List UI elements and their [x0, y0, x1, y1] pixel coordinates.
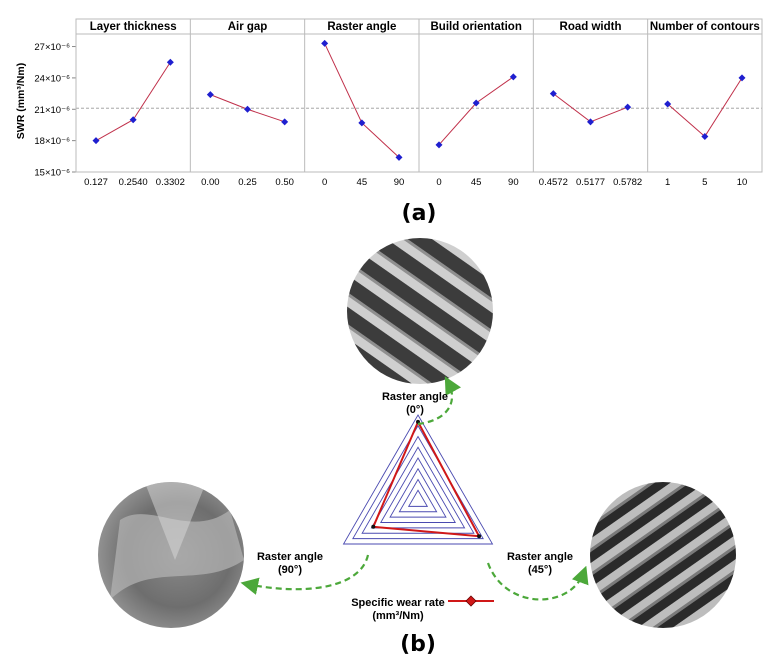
- radar-ring: [342, 414, 494, 545]
- x-tick-label: 0: [322, 177, 327, 188]
- data-point: [129, 116, 137, 124]
- data-point: [509, 73, 517, 81]
- radar-ring: [370, 446, 466, 529]
- series-line: [438, 76, 514, 146]
- x-tick-label: 0.127: [84, 177, 108, 188]
- x-tick-label: 90: [508, 177, 519, 188]
- y-tick-label: 15×10⁻⁶: [34, 168, 70, 179]
- panel-title: Number of contours: [650, 21, 760, 33]
- data-point: [206, 91, 214, 99]
- data-point: [435, 141, 443, 149]
- axis-label-raster-90: Raster angle: [257, 551, 323, 563]
- series-line: [324, 43, 400, 158]
- data-point: [281, 118, 289, 126]
- x-tick-label: 10: [737, 177, 748, 188]
- x-tick-label: 0: [436, 177, 441, 188]
- legend-marker: [465, 595, 477, 607]
- x-tick-label: 45: [471, 177, 482, 188]
- sem-image-raster-45: [590, 482, 736, 628]
- panel-title: Raster angle: [327, 21, 396, 33]
- legend-series-name: Specific wear rate: [351, 597, 445, 609]
- data-point: [244, 105, 251, 113]
- axis-sub-raster-90: (90°): [278, 564, 302, 576]
- arrow-to-raster-0: [417, 376, 462, 426]
- sem-image-raster-90: [98, 482, 244, 628]
- radar-point: [477, 534, 482, 539]
- data-point: [738, 74, 746, 82]
- radar-ring: [352, 424, 484, 540]
- x-tick-label: 0.5782: [613, 177, 642, 188]
- x-tick-label: 0.00: [201, 177, 220, 188]
- x-tick-label: 45: [357, 177, 368, 188]
- data-point: [664, 100, 672, 108]
- x-tick-label: 0.50: [275, 177, 294, 188]
- panel-a-main-effects-plot: SWR (mm³/Nm) 15×10⁻⁶ 18×10⁻⁶ 21×10⁻⁶ 24×10⁻…: [15, 18, 763, 226]
- y-tick-label: 27×10⁻⁶: [34, 42, 70, 53]
- x-tick-label: 1: [665, 177, 670, 188]
- data-point: [472, 99, 480, 107]
- radar-point: [371, 524, 376, 529]
- x-tick-label: 0.5177: [576, 177, 605, 188]
- data-point: [587, 118, 594, 126]
- panel-title: Air gap: [228, 21, 268, 33]
- y-axis-label: SWR (mm³/Nm): [15, 63, 27, 139]
- x-tick-label: 0.2540: [119, 177, 148, 188]
- y-tick-labels: 15×10⁻⁶ 18×10⁻⁶ 21×10⁻⁶ 24×10⁻⁶ 27×10⁻⁶: [34, 42, 76, 179]
- data-point: [166, 58, 174, 66]
- data-point: [624, 103, 632, 111]
- radar-chart: [342, 414, 494, 545]
- series-line: [95, 61, 171, 142]
- arrow-to-raster-45: [486, 562, 589, 601]
- data-point: [701, 132, 709, 140]
- arrow-to-raster-90: [240, 554, 370, 595]
- data-point: [395, 153, 403, 161]
- panel-a-label: (a): [402, 201, 437, 226]
- radar-ring: [379, 457, 457, 523]
- radar-ring: [361, 435, 475, 534]
- data-point: [92, 137, 100, 145]
- radar-ring: [407, 489, 429, 507]
- x-tick-label: 0.25: [238, 177, 257, 188]
- axis-label-raster-0: Raster angle: [382, 391, 448, 403]
- radar-series-polygon: [371, 419, 481, 538]
- data-point: [358, 119, 366, 127]
- legend-series-unit: (mm³/Nm): [372, 610, 424, 622]
- x-tick-label: 5: [702, 177, 707, 188]
- axis-sub-raster-45: (45°): [528, 564, 552, 576]
- panel-title: Road width: [560, 21, 622, 33]
- data-point: [549, 90, 557, 98]
- panel-title: Layer thickness: [90, 21, 177, 33]
- y-tick-label: 21×10⁻⁶: [34, 105, 70, 116]
- axis-sub-raster-0: (0°): [406, 404, 424, 416]
- sem-image-raster-0: [347, 238, 493, 384]
- panel-b-radar: Raster angle (0°) Raster angle (90°) Ras…: [98, 238, 736, 657]
- series-line: [553, 93, 628, 123]
- x-tick-label: 90: [394, 177, 405, 188]
- panel-frames: Layer thickness 0.127 0.2540 0.3302 Air gap 0…: [75, 18, 763, 188]
- panel-series: [92, 39, 746, 161]
- data-point: [321, 39, 329, 47]
- x-tick-label: 0.3302: [156, 177, 185, 188]
- panel-title: Build orientation: [430, 21, 521, 33]
- panel-b-label: (b): [400, 632, 436, 657]
- series-line: [667, 77, 743, 138]
- x-tick-label: 0.4572: [539, 177, 568, 188]
- radar-ring: [398, 478, 438, 513]
- radar-ring: [389, 467, 447, 518]
- y-tick-label: 18×10⁻⁶: [34, 136, 70, 147]
- axis-label-raster-45: Raster angle: [507, 551, 573, 563]
- y-tick-label: 24×10⁻⁶: [34, 73, 70, 84]
